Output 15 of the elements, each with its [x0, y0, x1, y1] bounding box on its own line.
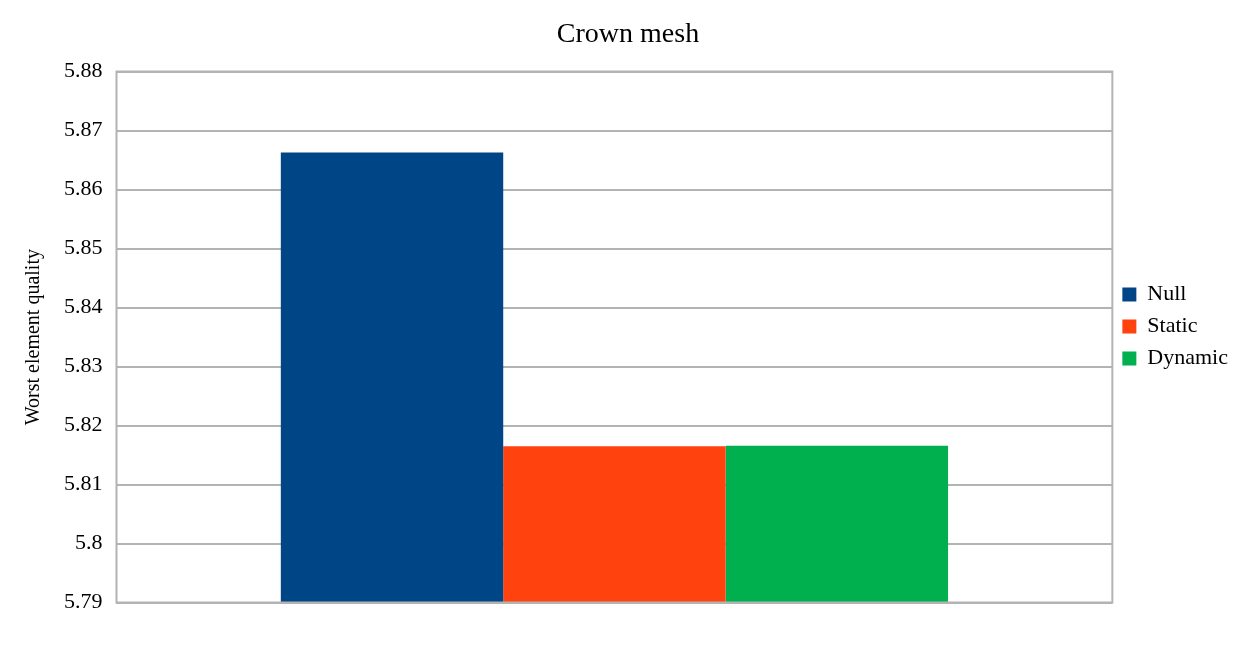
y-tick-label: 5.81: [64, 470, 103, 496]
legend-label: Dynamic: [1147, 344, 1229, 370]
legend-label: Static: [1147, 312, 1198, 338]
y-tick-label: 5.79: [64, 588, 103, 614]
y-tick-label: 5.82: [64, 411, 103, 437]
y-tick-label: 5.83: [64, 352, 103, 378]
y-tick-label: 5.84: [64, 293, 103, 319]
y-axis-title: Worst element quality: [21, 249, 45, 426]
y-tick-label: 5.88: [64, 57, 103, 83]
y-tick-label: 5.8: [75, 529, 103, 555]
chart-title: Crown mesh: [556, 17, 700, 49]
y-tick-label: 5.85: [64, 234, 103, 260]
legend-label: Null: [1147, 280, 1187, 306]
y-tick-label: 5.86: [64, 175, 103, 201]
y-tick-label: 5.87: [64, 116, 103, 142]
